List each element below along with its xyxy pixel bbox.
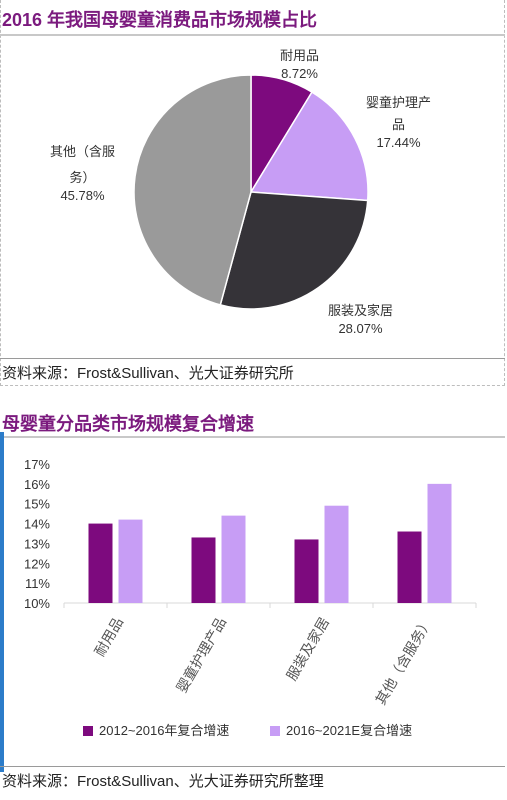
pie-label-apparel: 服装及家居 28.07% — [328, 302, 393, 338]
pie-source-org: Frost&Sullivan — [77, 365, 174, 382]
bar-0-1 — [191, 537, 216, 603]
pie-label-baby-care-name: 婴童护理产 — [366, 95, 432, 110]
bar-source-note: 资料来源：Frost&Sullivan、光大证券研究所整理 — [2, 770, 324, 791]
legend-item-series-1: 2012~2016年复合增速 — [83, 720, 229, 739]
pie-label-durables: 耐用品 8.72% — [280, 47, 319, 83]
x-tick-label: 婴童护理产品 — [173, 615, 229, 696]
bar-source-org: Frost&Sullivan — [77, 773, 174, 790]
pie-label-other: 其他（含服 务） 45.78% — [50, 143, 115, 205]
pie-source-prefix: 资料来源： — [2, 364, 78, 382]
pie-source-divider — [0, 358, 505, 359]
y-tick-label: 17% — [24, 457, 50, 472]
legend-swatch-series-1 — [83, 726, 93, 736]
pie-chart — [133, 74, 369, 310]
y-tick-label: 12% — [24, 556, 50, 571]
y-tick-label: 15% — [24, 497, 50, 512]
bar-1-0 — [118, 519, 143, 603]
pie-label-baby-care-name-2: 品 — [392, 117, 406, 132]
legend-label-series-1: 2012~2016年复合增速 — [99, 723, 230, 738]
pie-title-divider — [0, 34, 505, 36]
bar-0-3 — [397, 531, 422, 603]
pie-label-durables-name: 耐用品 — [280, 48, 320, 63]
legend-item-series-2: 2016~2021E复合增速 — [270, 720, 412, 739]
pie-slice-3 — [133, 74, 252, 306]
y-tick-label: 13% — [24, 536, 50, 551]
x-tick-label: 服装及家居 — [283, 615, 332, 684]
pie-chart-panel — [0, 0, 505, 386]
x-tick-label: 耐用品 — [91, 615, 126, 659]
bar-source-suffix: 、光大证券研究所整理 — [173, 772, 324, 790]
y-tick-label: 10% — [24, 596, 50, 611]
pie-label-durables-pct: 8.72% — [281, 66, 318, 81]
bar-source-divider — [0, 766, 505, 767]
y-tick-label: 11% — [25, 576, 50, 591]
y-tick-label: 16% — [24, 477, 50, 492]
pie-label-other-pct: 45.78% — [60, 188, 105, 203]
pie-label-other-name: 其他（含服 — [50, 144, 116, 159]
pie-source-suffix: 、光大证券研究所 — [173, 364, 294, 382]
pie-label-baby-care: 婴童护理产 品 17.44% — [366, 94, 431, 152]
bar-title-divider — [0, 436, 505, 438]
bar-0-2 — [294, 539, 319, 603]
bar-1-3 — [427, 483, 452, 603]
pie-label-other-name-2: 务） — [69, 170, 96, 185]
bar-0-0 — [88, 523, 113, 603]
bar-chart-title: 母婴童分品类市场规模复合增速 — [2, 414, 254, 434]
pie-source-note: 资料来源：Frost&Sullivan、光大证券研究所 — [2, 362, 294, 383]
bar-chart: 10% 11% 12% 13% 14% 15% 16% 17% 耐用品 婴童护理产品 服装及家居 其他… — [24, 457, 477, 708]
bar-source-prefix: 资料来源： — [2, 772, 78, 790]
pie-label-baby-care-pct: 17.44% — [376, 135, 421, 150]
accent-bar — [0, 432, 4, 772]
bar-1-1 — [221, 515, 246, 603]
pie-slice-2 — [219, 191, 369, 310]
y-tick-label: 14% — [24, 517, 50, 532]
legend-swatch-series-2 — [270, 726, 280, 736]
x-tick-label: 其他（含服务） — [372, 615, 435, 708]
pie-label-apparel-name: 服装及家居 — [328, 303, 394, 318]
pie-label-apparel-pct: 28.07% — [338, 321, 383, 336]
pie-chart-title: 2016 年我国母婴童消费品市场规模占比 — [2, 10, 318, 30]
bar-1-2 — [324, 505, 349, 603]
legend-label-series-2: 2016~2021E复合增速 — [286, 723, 413, 738]
pie-slice-1 — [249, 91, 369, 202]
